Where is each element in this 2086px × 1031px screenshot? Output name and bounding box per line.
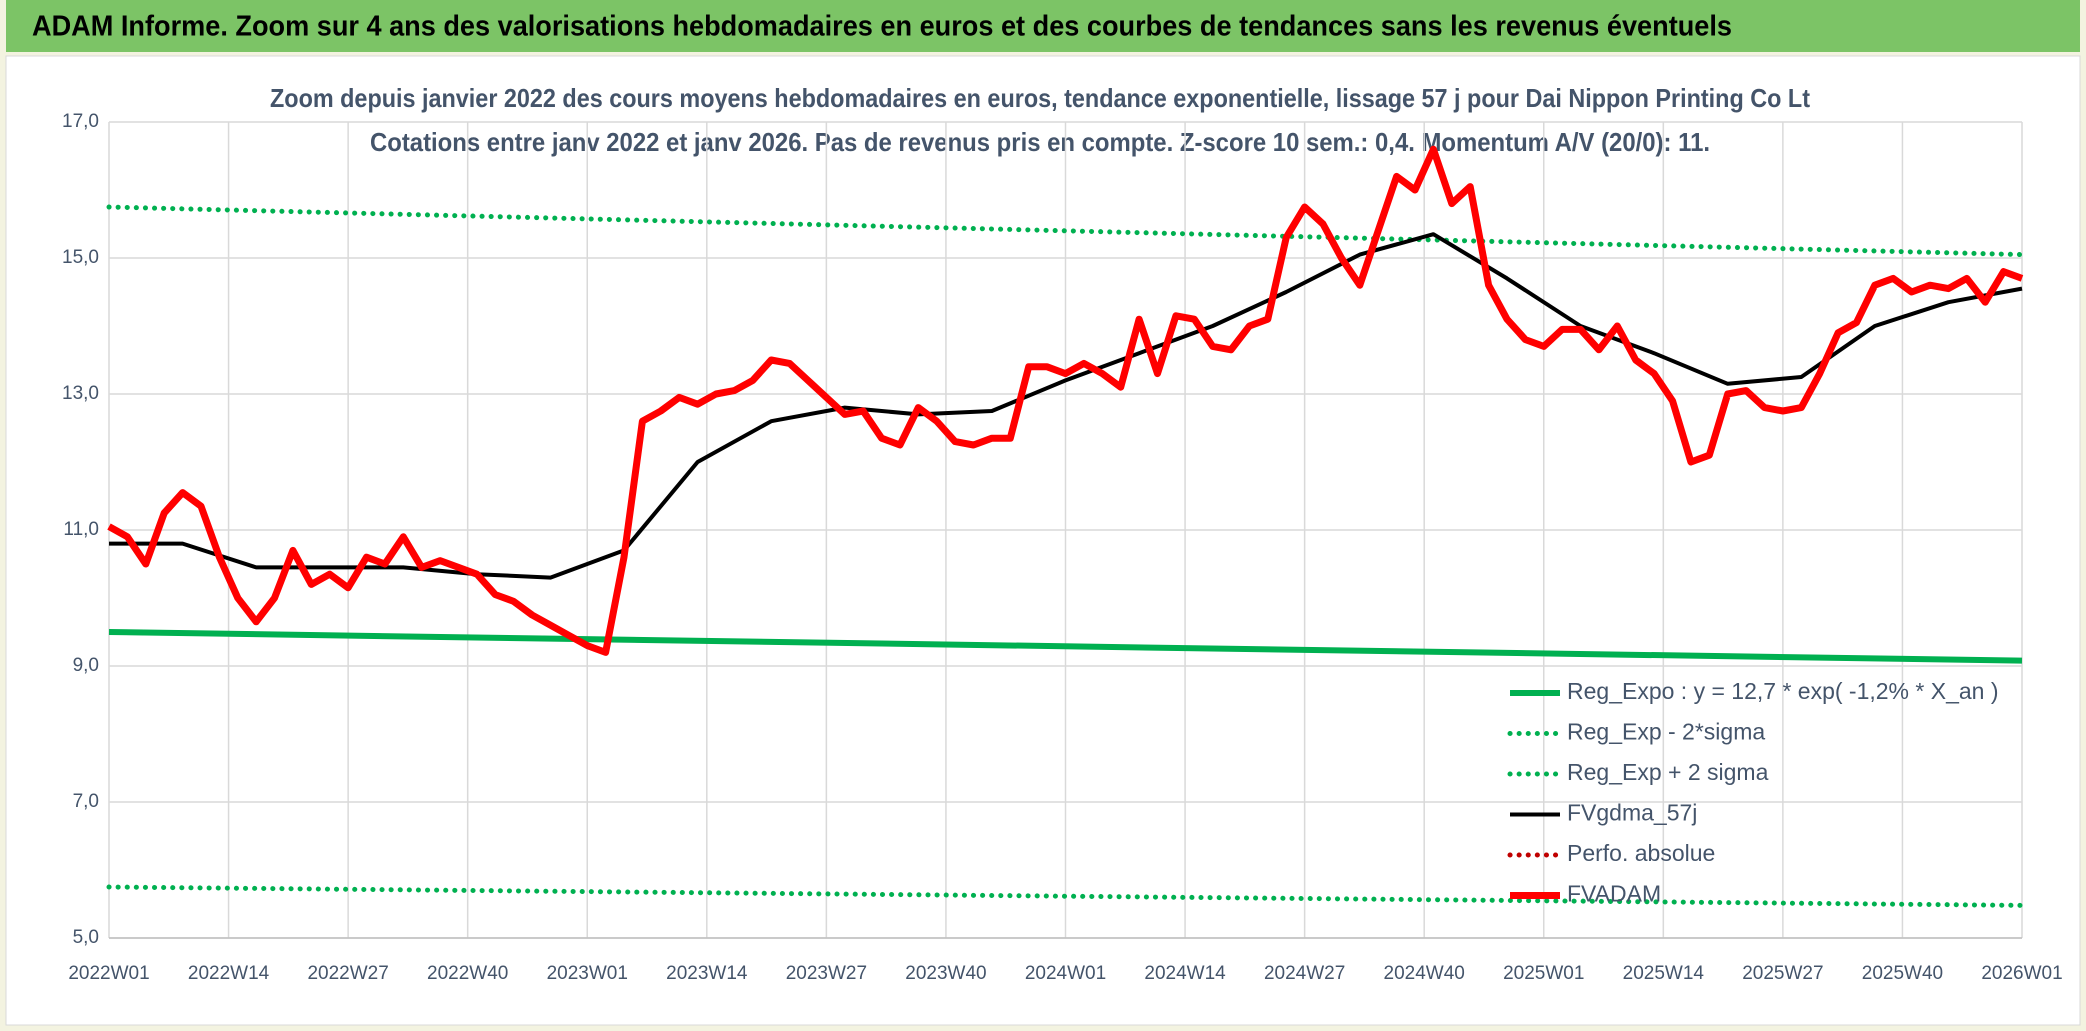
chart-subtitle: Cotations entre janv 2022 et janv 2026. … [370, 127, 1710, 157]
chart-area [5, 55, 2081, 1026]
x-tick-label: 2025W01 [1503, 963, 1584, 984]
legend-label: FVADAM [1567, 881, 1661, 907]
x-tick-label: 2023W14 [666, 963, 748, 984]
header-title: ADAM Informe. Zoom sur 4 ans des valoris… [32, 11, 1732, 43]
legend-label: FVgdma_57j [1567, 800, 1697, 826]
x-tick-label: 2025W40 [1862, 963, 1943, 984]
x-tick-label: 2022W01 [68, 963, 149, 984]
series-line [108, 629, 2023, 664]
legend-label: Reg_Exp - 2*sigma [1567, 719, 1765, 745]
x-tick-label: 2025W14 [1623, 963, 1705, 984]
x-tick-label: 2023W01 [547, 963, 628, 984]
x-tick-label: 2022W27 [307, 963, 388, 984]
y-tick-label: 13,0 [62, 383, 99, 404]
series-line [109, 232, 2023, 580]
y-tick-label: 5,0 [73, 927, 99, 948]
x-tick-label: 2024W14 [1144, 963, 1226, 984]
y-tick-label: 9,0 [73, 655, 99, 676]
x-tick-label: 2024W40 [1384, 963, 1465, 984]
x-tick-label: 2023W40 [905, 963, 986, 984]
y-tick-label: 11,0 [63, 519, 99, 540]
series-line [106, 884, 2025, 908]
y-tick-label: 15,0 [62, 247, 99, 268]
x-tick-label: 2025W27 [1742, 963, 1823, 984]
x-tick-label: 2024W27 [1264, 963, 1345, 984]
series-line [107, 145, 2024, 656]
chart-title: Zoom depuis janvier 2022 des cours moyen… [270, 83, 1810, 113]
x-tick-label: 2022W40 [427, 963, 508, 984]
legend-label: Perfo. absolue [1567, 840, 1715, 866]
y-tick-label: 7,0 [73, 791, 99, 812]
series-line [106, 204, 2025, 258]
header-bar [6, 0, 2080, 52]
y-tick-label: 17,0 [62, 111, 99, 132]
x-tick-label: 2024W01 [1025, 963, 1106, 984]
x-tick-label: 2022W14 [188, 963, 270, 984]
legend-label: Reg_Expo : y = 12,7 * exp( -1,2% * X_an … [1567, 678, 1999, 704]
legend-label: Reg_Exp + 2 sigma [1567, 759, 1769, 785]
x-tick-label: 2026W01 [1981, 963, 2062, 984]
x-tick-label: 2023W27 [786, 963, 867, 984]
